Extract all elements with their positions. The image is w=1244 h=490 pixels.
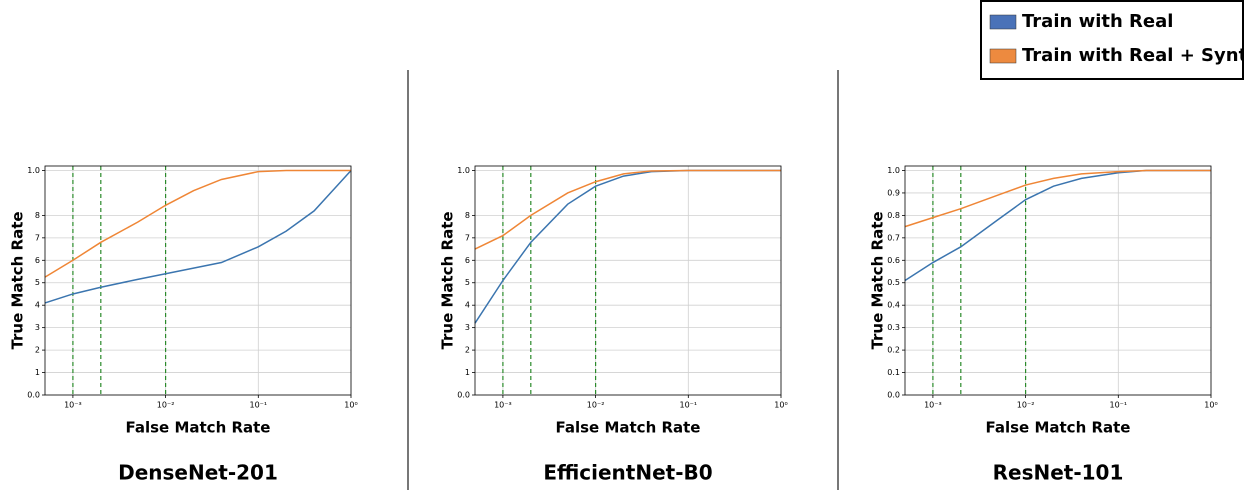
y-tick-label: 1.0 bbox=[887, 166, 900, 175]
x-tick-label: 10⁻² bbox=[1017, 401, 1035, 410]
y-tick-label: 0.7 bbox=[887, 233, 900, 242]
y-tick-label: 0.5 bbox=[887, 278, 900, 287]
legend-swatch bbox=[989, 14, 1017, 30]
y-tick-label: 0.0 bbox=[887, 391, 900, 400]
y-tick-label: 6 bbox=[465, 256, 470, 265]
y-axis-label: True Match Rate bbox=[9, 211, 27, 349]
chart-title: EfficientNet-B0 bbox=[543, 461, 712, 485]
y-tick-label: 3 bbox=[465, 323, 470, 332]
roc-line bbox=[904, 169, 1211, 228]
y-tick-label: 0.0 bbox=[457, 391, 470, 400]
y-tick-label: 4 bbox=[35, 301, 40, 310]
y-tick-label: 1 bbox=[35, 368, 40, 377]
x-tick-label: 10⁰ bbox=[774, 401, 787, 410]
x-tick-label: 10⁻¹ bbox=[249, 401, 267, 410]
y-tick-label: 7 bbox=[35, 233, 40, 242]
y-tick-label: 0.8 bbox=[887, 211, 900, 220]
y-tick-label: 3 bbox=[35, 323, 40, 332]
x-tick-label: 10⁰ bbox=[344, 401, 357, 410]
y-tick-label: 5 bbox=[35, 278, 40, 287]
y-tick-label: 0.3 bbox=[887, 323, 900, 332]
roc-line bbox=[474, 169, 781, 250]
legend-box bbox=[980, 0, 1244, 80]
legend-swatch bbox=[989, 48, 1017, 64]
y-tick-label: 8 bbox=[465, 211, 470, 220]
y-tick-label: 5 bbox=[465, 278, 470, 287]
y-axis-label: True Match Rate bbox=[869, 211, 887, 349]
y-tick-label: 0.9 bbox=[887, 188, 900, 197]
chart-title: DenseNet-201 bbox=[118, 461, 278, 485]
roc-line bbox=[474, 169, 781, 324]
y-tick-label: 6 bbox=[35, 256, 40, 265]
x-tick-label: 10⁰ bbox=[1204, 401, 1217, 410]
chart-title: ResNet-101 bbox=[993, 461, 1124, 485]
x-axis-label: False Match Rate bbox=[556, 419, 701, 437]
x-tick-label: 10⁻¹ bbox=[679, 401, 697, 410]
x-axis-label: False Match Rate bbox=[986, 419, 1131, 437]
roc-line bbox=[904, 169, 1211, 282]
plot-frame bbox=[44, 165, 352, 396]
plot-frame bbox=[474, 165, 782, 396]
y-tick-label: 4 bbox=[465, 301, 470, 310]
legend-label: Train with Real + Synth bbox=[1022, 45, 1244, 66]
x-tick-label: 10⁻¹ bbox=[1109, 401, 1127, 410]
roc-line bbox=[44, 169, 352, 304]
y-tick-label: 0.0 bbox=[27, 391, 40, 400]
x-tick-label: 10⁻³ bbox=[494, 401, 512, 410]
y-tick-label: 2 bbox=[35, 346, 40, 355]
y-tick-label: 2 bbox=[465, 346, 470, 355]
y-tick-label: 1.0 bbox=[27, 166, 40, 175]
roc-line bbox=[44, 169, 351, 278]
y-tick-label: 0.6 bbox=[887, 256, 900, 265]
y-tick-label: 1.0 bbox=[457, 166, 470, 175]
y-tick-label: 8 bbox=[35, 211, 40, 220]
x-tick-label: 10⁻² bbox=[587, 401, 605, 410]
plot-frame bbox=[904, 165, 1212, 396]
x-axis-label: False Match Rate bbox=[126, 419, 271, 437]
y-tick-label: 0.2 bbox=[887, 346, 900, 355]
y-tick-label: 1 bbox=[465, 368, 470, 377]
y-tick-label: 0.4 bbox=[887, 301, 900, 310]
legend-label: Train with Real bbox=[1022, 11, 1173, 32]
y-axis-label: True Match Rate bbox=[439, 211, 457, 349]
y-tick-label: 7 bbox=[465, 233, 470, 242]
y-tick-label: 0.1 bbox=[887, 368, 900, 377]
x-tick-label: 10⁻³ bbox=[924, 401, 942, 410]
x-tick-label: 10⁻² bbox=[157, 401, 175, 410]
x-tick-label: 10⁻³ bbox=[64, 401, 82, 410]
